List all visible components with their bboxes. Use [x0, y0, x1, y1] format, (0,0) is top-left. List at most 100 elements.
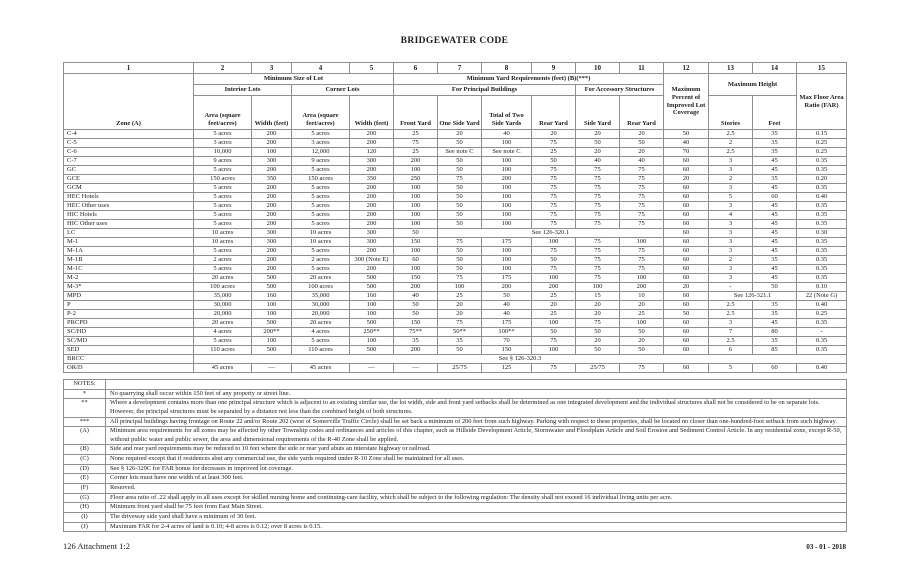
value-cell: 100: [349, 309, 394, 319]
value-cell: 100: [619, 273, 664, 283]
value-cell: 500: [349, 282, 394, 292]
value-cell: 0.35: [796, 336, 847, 346]
note-text: Corner lots must have one width of at le…: [105, 473, 847, 485]
note-row: (H) Minimum front yard shall be 75 feet f…: [63, 502, 847, 513]
value-cell: 5: [708, 192, 753, 202]
value-cell: 35,000: [193, 291, 252, 301]
value-cell: 0.35: [796, 210, 847, 220]
value-cell: 500: [349, 345, 394, 355]
note-label: **: [63, 398, 106, 418]
value-cell: 250: [393, 174, 438, 184]
value-cell: 100: [575, 282, 620, 292]
value-cell: 75: [575, 273, 620, 283]
notes-header-label: NOTES:: [63, 379, 106, 390]
value-cell: 75: [393, 138, 438, 148]
value-cell: 250**: [349, 327, 394, 337]
value-cell: 5 acres: [193, 264, 252, 274]
value-cell: 10,000: [193, 147, 252, 157]
value-cell: 300 (Note E): [349, 255, 394, 265]
value-cell: 20 acres: [291, 273, 350, 283]
value-cell: 160: [349, 291, 394, 301]
footer-date: 03 - 01 - 2018: [806, 543, 846, 552]
value-cell: 100: [393, 246, 438, 256]
note-label: (C): [63, 454, 106, 465]
value-cell: 2.5: [708, 129, 753, 139]
value-cell: 500: [251, 318, 292, 328]
value-cell: 150: [393, 318, 438, 328]
table-row: M-1C 5 acres 200 5 acres 200 100 50 100 75 75 75 60…: [63, 264, 847, 274]
min-yard-requirements-header: Minimum Yard Requirements (feet) (B)(***…: [393, 73, 664, 85]
value-cell: 75: [575, 219, 620, 229]
value-cell: 3: [708, 318, 753, 328]
value-cell: 40: [393, 291, 438, 301]
value-cell: 60: [663, 156, 709, 166]
value-cell: 175: [481, 318, 532, 328]
value-cell: 3: [708, 219, 753, 229]
value-cell: 200: [349, 129, 394, 139]
value-cell: 50: [752, 282, 797, 292]
value-cell: 300: [251, 237, 292, 247]
value-cell: 60: [663, 363, 709, 373]
value-cell: 60: [752, 192, 797, 202]
table-row: MPD 35,000 160 35,000 160 40 25 50 25 15 10 60 See 1…: [63, 291, 847, 301]
note-label: (A): [63, 426, 106, 446]
value-cell: 20: [619, 336, 664, 346]
value-cell: 5 acres: [193, 336, 252, 346]
value-cell: 50: [393, 228, 438, 238]
value-cell: —: [393, 363, 438, 373]
value-cell: 75: [437, 318, 482, 328]
value-cell: 20: [575, 336, 620, 346]
value-cell: 100: [393, 201, 438, 211]
value-cell: 5 acres: [291, 336, 350, 346]
feet-header: Feet: [752, 95, 797, 130]
value-cell: 20: [575, 129, 620, 139]
value-cell: 2: [708, 255, 753, 265]
zone-name-cell: M-1A: [63, 246, 194, 256]
one-side-yard-header: One Side Yard: [437, 95, 482, 130]
value-cell: 45: [752, 246, 797, 256]
value-cell: 75: [531, 264, 576, 274]
value-cell: 45: [752, 237, 797, 247]
value-cell: 100: [531, 345, 576, 355]
corner-width-header: Width (feet): [349, 95, 394, 130]
value-cell: See note C: [437, 147, 482, 157]
value-cell: 50: [437, 345, 482, 355]
value-cell: 50: [437, 246, 482, 256]
value-cell: 20 acres: [291, 318, 350, 328]
value-cell: 75: [575, 246, 620, 256]
value-cell: 5 acres: [291, 129, 350, 139]
zoning-schedule-table: 1 2 3 4 5 6 7 8 9 10 11 12 13 14 15 Zone…: [63, 62, 847, 373]
value-cell: 0.20: [796, 174, 847, 184]
value-cell: 75: [531, 210, 576, 220]
note-text: Minimum front yard shall be 75 feet from…: [105, 502, 847, 513]
value-cell: 35: [393, 336, 438, 346]
value-cell: 350: [349, 174, 394, 184]
value-cell: 5 acres: [193, 192, 252, 202]
zone-table-body: C-4 5 acres 200 5 acres 200 25 20 40 20 20 20 50 2.5…: [63, 129, 847, 373]
value-cell: 3: [708, 201, 753, 211]
table-row: M-1B 2 acres 200 2 acres 300 (Note E) 60 50 100…: [63, 255, 847, 265]
value-cell: 5 acres: [193, 201, 252, 211]
value-cell: 100: [251, 147, 292, 157]
table-row: GC 5 acres 200 5 acres 200 100 50 100 75 75 75 60 3 4…: [63, 165, 847, 175]
value-cell: 45: [752, 273, 797, 283]
value-cell: See § 126-320.3: [193, 354, 847, 364]
front-yard-header: Front Yard: [393, 95, 438, 130]
value-cell: 3: [708, 183, 753, 193]
value-cell: 3 acres: [193, 138, 252, 148]
value-cell: 200: [481, 174, 532, 184]
value-cell: 200: [349, 183, 394, 193]
value-cell: 0.15: [796, 129, 847, 139]
note-row: (G) Floor area ratio of .22 shall apply t…: [63, 492, 847, 504]
zone-name-cell: GCE: [63, 174, 194, 184]
zone-name-cell: BRCC: [63, 354, 194, 364]
value-cell: 50: [575, 345, 620, 355]
value-cell: 45: [752, 165, 797, 175]
value-cell: 0.35: [796, 156, 847, 166]
value-cell: 60: [663, 336, 709, 346]
value-cell: 75: [531, 219, 576, 229]
value-cell: 75: [619, 174, 664, 184]
value-cell: 75**: [393, 327, 438, 337]
value-cell: 0.25: [796, 147, 847, 157]
value-cell: 300: [251, 228, 292, 238]
